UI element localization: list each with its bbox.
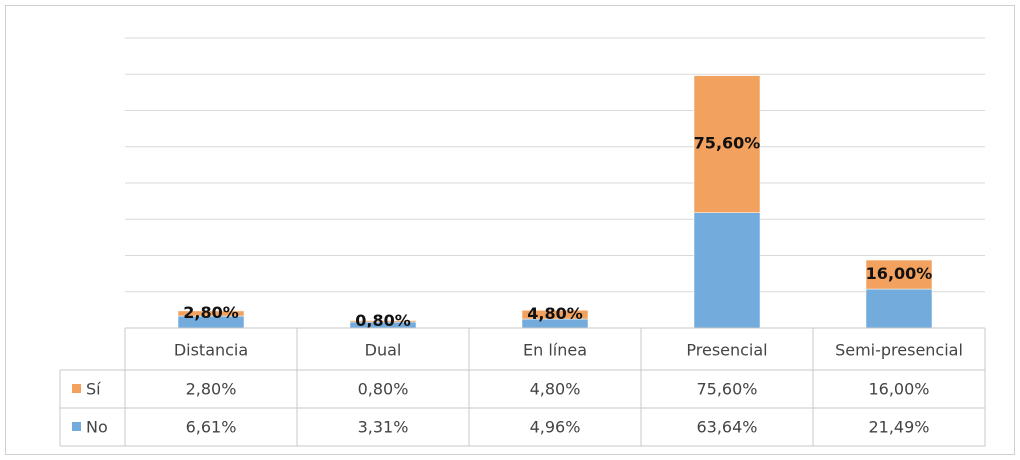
bar-segment [693,212,761,329]
table-cell: 0,80% [358,380,409,399]
table-cell: 21,49% [868,418,929,437]
table-cell: 4,96% [530,418,581,437]
data-label: 0,80% [355,311,411,330]
legend-key [72,422,81,431]
bar-segment [349,320,417,323]
table-cell: 63,64% [696,418,757,437]
data-label: 75,60% [694,134,761,153]
data-label: 4,80% [527,304,583,323]
table-cell: 16,00% [868,380,929,399]
x-tick-label: Semi-presencial [835,341,963,360]
x-tick-label: En línea [523,341,587,360]
table-cell: 6,61% [186,418,237,437]
legend-label: No [86,418,108,437]
bar-segment [693,75,761,213]
data-label: 16,00% [866,264,933,283]
bar-segment [865,288,933,329]
x-tick-label: Presencial [686,341,767,360]
table-cell: 75,60% [696,380,757,399]
legend-label: Sí [86,380,101,399]
data-label: 2,80% [183,303,239,322]
bar-segment [521,310,589,320]
chart-border [5,5,1015,455]
x-tick-label: Dual [365,341,402,360]
x-tick-label: Distancia [174,341,248,360]
legend-key [72,384,81,393]
table-cell: 3,31% [358,418,409,437]
bar-segment [865,259,933,290]
table-cell: 4,80% [530,380,581,399]
bar-segment [177,310,245,317]
table-cell: 2,80% [186,380,237,399]
